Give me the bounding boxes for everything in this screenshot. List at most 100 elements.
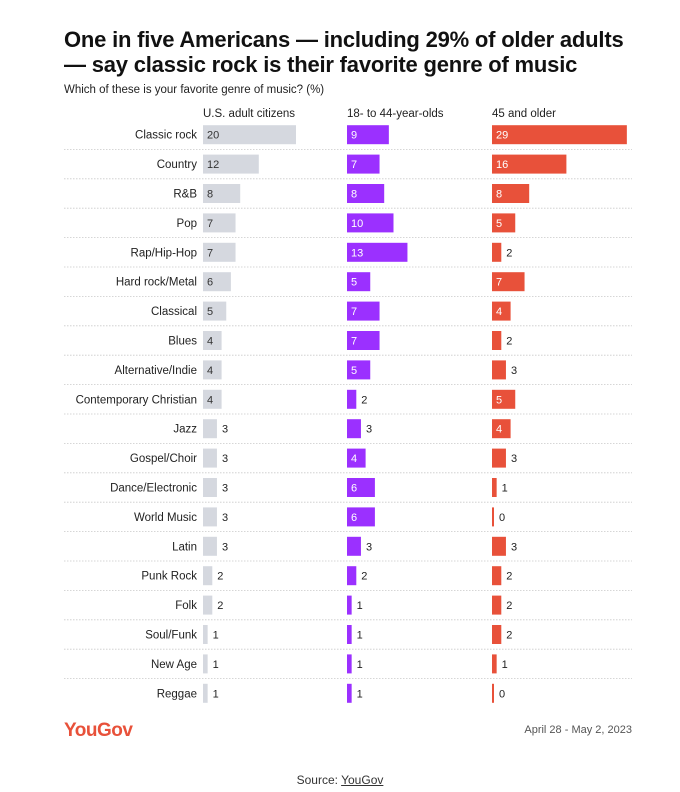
bar (347, 272, 371, 292)
bar (347, 478, 375, 497)
bar (203, 595, 213, 615)
data-label: 7 (207, 247, 213, 259)
bar (492, 536, 506, 556)
bar (492, 478, 497, 497)
bar (203, 301, 227, 321)
data-label: 1 (357, 600, 363, 612)
data-label: 2 (217, 600, 223, 612)
bar (347, 125, 389, 145)
column-header-45-older: 45 and older (492, 108, 556, 120)
bar (347, 595, 352, 615)
bar (347, 360, 371, 380)
data-label: 4 (207, 394, 213, 406)
category-label: R&B (173, 189, 197, 201)
category-label: Hard rock/Metal (116, 277, 197, 289)
data-label: 4 (496, 306, 502, 318)
data-label: 1 (502, 483, 508, 495)
source-line: Source: YouGov (0, 773, 680, 787)
data-label: 2 (361, 394, 367, 406)
bar (203, 683, 208, 703)
bar (347, 683, 352, 703)
bar (492, 272, 525, 292)
data-label: 10 (351, 218, 363, 230)
data-label: 6 (207, 277, 213, 289)
data-label: 4 (351, 453, 357, 465)
bar (492, 213, 516, 233)
bar (203, 242, 236, 262)
data-label: 6 (351, 483, 357, 495)
data-label: 5 (351, 365, 357, 377)
data-label: 7 (351, 336, 357, 348)
data-label: 3 (366, 541, 372, 553)
category-label: Folk (175, 600, 197, 612)
bar (203, 625, 208, 644)
category-label: Country (157, 159, 198, 171)
data-label: 0 (499, 512, 505, 524)
chart-title: One in five Americans — including 29% of… (64, 27, 624, 77)
data-label: 9 (351, 130, 357, 142)
category-label: Rap/Hip-Hop (131, 247, 197, 259)
data-label: 1 (502, 659, 508, 671)
category-label: Blues (168, 336, 197, 348)
data-label: 3 (511, 453, 517, 465)
bar (203, 507, 217, 527)
data-label: 8 (207, 189, 213, 201)
bar (347, 184, 385, 203)
data-label: 7 (496, 277, 502, 289)
bar (347, 625, 352, 644)
data-label: 5 (496, 394, 502, 406)
data-label: 7 (351, 159, 357, 171)
bar (347, 331, 380, 350)
bar (203, 654, 208, 674)
data-label: 16 (496, 159, 508, 171)
category-label: New Age (151, 659, 197, 671)
bar (203, 272, 231, 292)
column-header-us-adults: U.S. adult citizens (203, 108, 296, 120)
data-label: 4 (207, 336, 213, 348)
data-label: 3 (366, 424, 372, 436)
bar (347, 507, 375, 527)
bar (492, 154, 567, 174)
bar (203, 154, 259, 174)
category-label: Alternative/Indie (115, 365, 197, 377)
bar (492, 448, 506, 468)
source-link[interactable]: YouGov (341, 773, 384, 787)
bar (492, 625, 502, 644)
bar (347, 654, 352, 674)
bar (492, 301, 511, 321)
bar (492, 683, 494, 703)
data-label: 2 (506, 571, 512, 583)
bar (347, 536, 361, 556)
bar (492, 242, 502, 262)
bar (347, 448, 366, 468)
bar (492, 507, 494, 527)
survey-date: April 28 - May 2, 2023 (524, 724, 632, 736)
source-prefix: Source: (296, 773, 342, 787)
bar (492, 595, 502, 615)
data-label: 7 (207, 218, 213, 230)
category-label: Latin (172, 541, 197, 553)
data-label: 1 (357, 688, 363, 700)
data-label: 6 (351, 512, 357, 524)
bar (492, 125, 627, 145)
data-label: 3 (511, 365, 517, 377)
data-label: 4 (496, 424, 502, 436)
bar (492, 184, 530, 203)
bar (203, 184, 241, 203)
yougov-logo: YouGov (64, 720, 133, 741)
data-label: 29 (496, 130, 508, 142)
data-label: 2 (361, 571, 367, 583)
category-label: Gospel/Choir (130, 453, 197, 465)
category-label: Contemporary Christian (76, 394, 197, 406)
category-label: Jazz (173, 424, 197, 436)
data-label: 3 (222, 512, 228, 524)
data-label: 8 (351, 189, 357, 201)
category-label: Pop (177, 218, 197, 230)
data-label: 1 (213, 659, 219, 671)
data-label: 0 (499, 688, 505, 700)
bar (347, 566, 357, 586)
bar (492, 566, 502, 586)
bar (203, 389, 222, 409)
data-label: 2 (506, 630, 512, 642)
data-label: 3 (222, 453, 228, 465)
